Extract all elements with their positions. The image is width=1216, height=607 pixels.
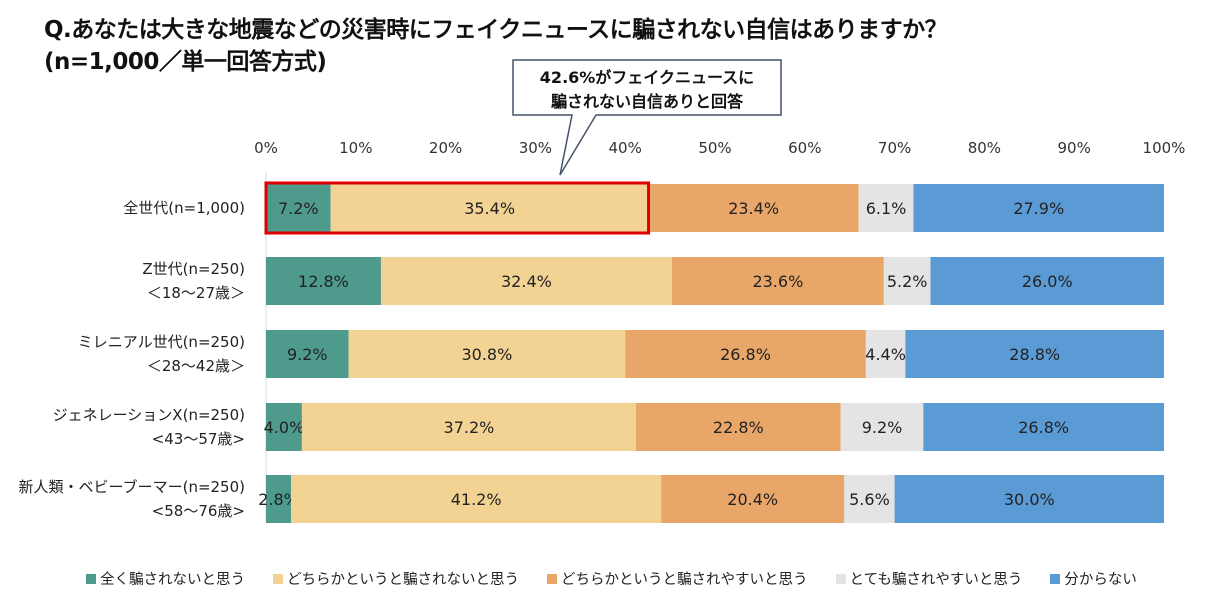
x-tick-label: 30% [519,139,552,157]
bar-segment [266,257,381,305]
bar-segment [330,184,649,232]
data-label: 32.4% [501,272,552,291]
data-label: 6.1% [866,199,907,218]
legend-item: どちらかというと騙されやすいと思う [547,568,808,589]
legend-item: 分からない [1050,568,1137,589]
bar-segment [671,257,884,305]
data-label: 30.8% [461,345,512,364]
data-label: 35.4% [464,199,515,218]
category-label: <58～76歳> [152,502,245,520]
data-label: 22.8% [713,418,764,437]
legend-swatch [1050,573,1061,584]
data-label: 4.0% [264,418,305,437]
callout-bubble [512,59,782,176]
legend-swatch [86,573,96,584]
legend-item: 全く騙されないと思う [86,568,245,589]
bar-segment [648,184,859,232]
data-label: 7.2% [278,199,319,218]
x-tick-label: 60% [788,139,821,157]
x-tick-label: 90% [1058,139,1091,157]
x-tick-label: 0% [254,139,278,157]
callout-line2: 騙されない自信ありと回答 [551,92,744,111]
bar-segment [905,330,1164,378]
category-label: ミレニアル世代(n=250) [78,333,245,351]
highlight-box [264,181,651,235]
bar-segment [840,403,924,451]
data-label: 26.8% [1018,418,1069,437]
data-label: 23.4% [728,199,779,218]
bar-segment [894,475,1164,523]
legend-label: 全く騙されないと思う [100,572,245,588]
legend-label: とても騙されやすいと思う [849,572,1023,588]
data-label: 9.2% [287,345,328,364]
bar-segment [913,184,1164,232]
data-label: 9.2% [862,418,903,437]
category-label: <43～57歳> [152,430,245,448]
x-tick-label: 100% [1143,139,1186,157]
bar-segment [266,403,302,451]
data-label: 5.2% [887,272,928,291]
data-label: 30.0% [1004,490,1055,509]
bar-segment [883,257,931,305]
callout-line1: 42.6%がフェイクニュースに [540,68,754,87]
title-sample: (n=1,000／単一回答方式) [44,49,327,75]
category-label: Z世代(n=250) [142,260,245,278]
x-tick-label: 70% [878,139,911,157]
data-label: 41.2% [451,490,502,509]
bar-segment [291,475,662,523]
x-tick-label: 40% [609,139,642,157]
x-tick-label: 80% [968,139,1001,157]
data-label: 2.8% [258,490,299,509]
legend-item: どちらかというと騙されないと思う [273,568,519,589]
bar-segment [635,403,841,451]
data-label: 26.0% [1022,272,1073,291]
x-tick-label: 20% [429,139,462,157]
category-label: 全世代(n=1,000) [123,199,245,217]
data-label: 28.8% [1009,345,1060,364]
bar-segment [266,475,292,523]
bar-segment [858,184,914,232]
title-question: Q.あなたは大きな地震などの災害時にフェイクニュースに騙されない自信はありますか… [44,17,948,43]
data-label: 37.2% [444,418,495,437]
legend-swatch [547,573,557,584]
category-label: ＜18～27歳＞ [147,284,245,302]
chart-title: Q.あなたは大きな地震などの災害時にフェイクニュースに騙されない自信はありますか… [44,14,948,78]
legend-label: どちらかというと騙されないと思う [287,572,519,588]
bar-segment [844,475,895,523]
bar-segment [380,257,672,305]
bar-segment [348,330,626,378]
bar-segment [865,330,906,378]
data-label: 27.9% [1013,199,1064,218]
x-tick-label: 10% [339,139,372,157]
bar-segment [930,257,1164,305]
bar-segment [266,330,349,378]
legend-label: どちらかというと騙されやすいと思う [561,572,808,588]
data-label: 26.8% [720,345,771,364]
data-label: 23.6% [752,272,803,291]
bar-segment [625,330,866,378]
category-label: ＜28～42歳＞ [147,357,245,375]
bar-segment [266,184,331,232]
legend-item: とても騙されやすいと思う [835,568,1023,589]
x-tick-label: 50% [698,139,731,157]
data-label: 12.8% [298,272,349,291]
category-label: 新人類・ベビーブーマー(n=250) [18,478,245,496]
bar-segment [301,403,636,451]
bar-segment [923,403,1164,451]
data-label: 20.4% [727,490,778,509]
bar-segment [661,475,845,523]
data-label: 5.6% [849,490,890,509]
legend-label: 分からない [1064,572,1137,588]
category-label: ジェネレーションX(n=250) [53,406,245,424]
legend-swatch [835,573,846,584]
legend: 全く騙されないと思う どちらかというと騙されないと思う どちらかというと騙されやすい… [86,568,1137,589]
data-label: 4.4% [865,345,906,364]
legend-swatch [273,573,283,584]
